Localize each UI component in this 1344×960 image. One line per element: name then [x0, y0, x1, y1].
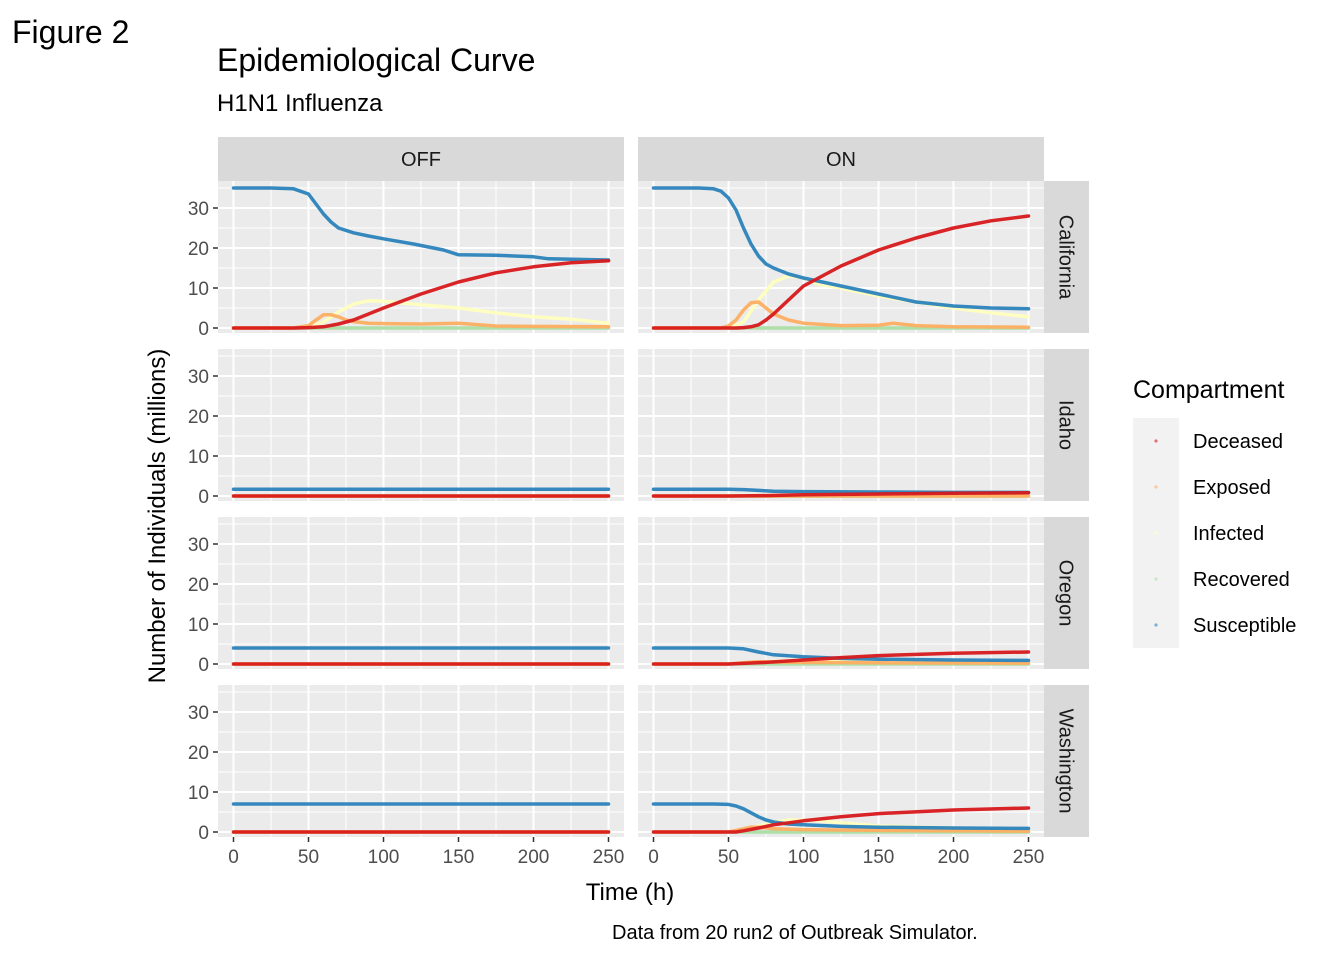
legend-label: Infected: [1193, 523, 1264, 545]
line-deceased-washington-on: [651, 806, 1031, 834]
x-tick-label: 250: [593, 847, 625, 868]
y-tick-label: 20: [188, 239, 209, 260]
legend-swatch-exposed: [1154, 485, 1158, 489]
x-tick-label: 100: [368, 847, 400, 868]
legend-label: Deceased: [1193, 431, 1283, 453]
line-susceptible-california-off: [231, 186, 611, 262]
chart-subtitle: H1N1 Influenza: [217, 90, 383, 117]
x-tick-label: 200: [518, 847, 550, 868]
facet-strip-label: California: [1055, 215, 1077, 300]
figure-label: Figure 2: [12, 14, 130, 50]
line-deceased-idaho-on: [651, 491, 1031, 498]
y-tick-label: 0: [198, 487, 209, 508]
y-tick-label: 20: [188, 743, 209, 764]
facet-strip-label: Oregon: [1055, 560, 1077, 627]
facet-strip-oregon: [1044, 517, 1089, 669]
legend-label: Recovered: [1193, 569, 1290, 591]
facet-strip-california: [1044, 181, 1089, 333]
x-tick-label: 0: [228, 847, 239, 868]
facet-strip-washington: [1044, 685, 1089, 837]
y-tick-label: 30: [188, 535, 209, 556]
y-tick-label: 20: [188, 575, 209, 596]
x-tick-label: 150: [443, 847, 475, 868]
x-tick-label: 250: [1013, 847, 1045, 868]
line-susceptible-california-on: [651, 186, 1031, 311]
facet-strip-idaho: [1044, 349, 1089, 501]
x-tick-label: 100: [788, 847, 820, 868]
facet-strip-label: OFF: [401, 149, 441, 171]
legend-label: Susceptible: [1193, 615, 1296, 637]
y-tick-label: 0: [198, 823, 209, 844]
legend-swatch-infected: [1154, 531, 1158, 535]
legend-swatch-deceased: [1154, 439, 1158, 443]
y-tick-label: 0: [198, 319, 209, 340]
legend-label: Exposed: [1193, 477, 1271, 499]
y-tick-label: 0: [198, 655, 209, 676]
line-susceptible-oregon-on: [651, 646, 1031, 663]
x-tick-label: 150: [863, 847, 895, 868]
facet-strip-on: [638, 137, 1044, 181]
chart-caption: Data from 20 run2 of Outbreak Simulator.: [612, 922, 978, 944]
x-axis-title: Time (h): [586, 879, 674, 906]
y-tick-label: 10: [188, 783, 209, 804]
y-tick-label: 30: [188, 703, 209, 724]
y-tick-label: 10: [188, 279, 209, 300]
facet-strip-label: Washington: [1055, 709, 1077, 814]
line-deceased-oregon-on: [651, 650, 1031, 666]
y-tick-label: 10: [188, 447, 209, 468]
line-susceptible-washington-on: [651, 802, 1031, 831]
y-axis-title: Number of Individuals (millions): [144, 349, 171, 684]
y-tick-label: 30: [188, 367, 209, 388]
x-tick-label: 50: [298, 847, 319, 868]
x-tick-label: 50: [718, 847, 739, 868]
legend-swatch-recovered: [1154, 577, 1158, 581]
facet-strip-label: ON: [826, 149, 856, 171]
facet-strip-off: [218, 137, 624, 181]
y-tick-label: 20: [188, 407, 209, 428]
line-deceased-california-off: [231, 259, 611, 330]
legend-swatch-susceptible: [1154, 623, 1158, 627]
x-tick-label: 200: [938, 847, 970, 868]
legend-title: Compartment: [1133, 376, 1284, 404]
chart-title: Epidemiological Curve: [217, 42, 536, 78]
y-tick-label: 30: [188, 199, 209, 220]
x-tick-label: 0: [648, 847, 659, 868]
y-tick-label: 10: [188, 615, 209, 636]
line-deceased-california-on: [651, 214, 1031, 330]
facet-strip-label: Idaho: [1055, 400, 1077, 450]
